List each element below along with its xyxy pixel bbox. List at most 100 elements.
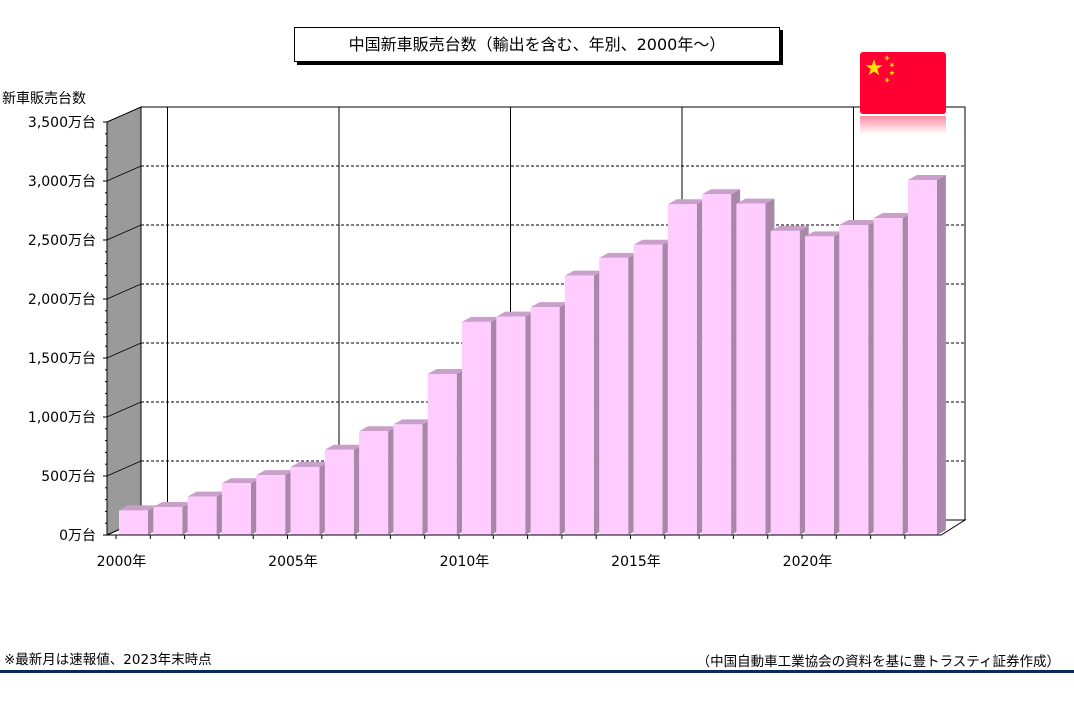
bar bbox=[221, 478, 260, 535]
side-gridline bbox=[106, 283, 142, 300]
side-gridline bbox=[106, 224, 142, 241]
bar bbox=[633, 239, 672, 535]
bar-front bbox=[359, 431, 389, 535]
y-tick-label: 500万台 bbox=[41, 469, 96, 485]
x-tick-label: 2015年 bbox=[611, 554, 661, 570]
bar-top bbox=[119, 505, 157, 511]
bar bbox=[907, 174, 946, 536]
bar-top bbox=[496, 311, 535, 317]
bar bbox=[153, 502, 192, 535]
bar-top bbox=[324, 444, 363, 450]
x-tick-label: 2010年 bbox=[440, 554, 490, 570]
bar-front bbox=[667, 204, 697, 535]
bar bbox=[736, 198, 775, 535]
flag-star bbox=[884, 55, 890, 61]
bar-top bbox=[359, 426, 398, 432]
bars bbox=[119, 174, 946, 536]
bar-top bbox=[256, 470, 295, 476]
bar bbox=[359, 426, 398, 535]
bar-front bbox=[907, 179, 937, 536]
flag-star bbox=[889, 62, 895, 68]
y-tick-label: 3,500万台 bbox=[28, 115, 96, 131]
bar-front bbox=[873, 218, 903, 535]
bar bbox=[530, 302, 569, 535]
y-tick-label: 3,000万台 bbox=[28, 174, 96, 190]
bar-chart: 0万台 500万台 1,000万台 1,500万台 2,000万台 2,500万台 3,00… bbox=[28, 52, 967, 570]
bar-front bbox=[530, 307, 560, 535]
y-tick-label: 1,500万台 bbox=[28, 351, 96, 367]
bar-top bbox=[290, 462, 329, 468]
bar bbox=[805, 231, 843, 536]
bar-front bbox=[599, 257, 629, 535]
bar bbox=[462, 316, 500, 535]
bar bbox=[256, 470, 295, 535]
side-gridline bbox=[106, 165, 142, 182]
bar bbox=[187, 491, 226, 535]
bar-front bbox=[702, 194, 732, 535]
bar-top bbox=[667, 199, 706, 205]
x-tick-label: 2020年 bbox=[783, 554, 833, 570]
china-flag-icon bbox=[860, 52, 946, 134]
bar-front bbox=[153, 507, 183, 535]
bar-front bbox=[770, 230, 800, 535]
side-gridline bbox=[106, 460, 142, 477]
y-tick-label: 2,000万台 bbox=[28, 292, 96, 308]
source-note: （中国自動車工業協会の資料を基に豊トラスティ証券作成） bbox=[696, 654, 1060, 670]
axes: 0万台 500万台 1,000万台 1,500万台 2,000万台 2,500万台 3,00… bbox=[28, 115, 942, 570]
bar-top bbox=[427, 369, 466, 375]
bar-front bbox=[805, 236, 834, 536]
bar-front bbox=[633, 244, 663, 535]
flag-reflection bbox=[860, 116, 946, 134]
side-gridline bbox=[106, 342, 142, 359]
bottom-divider bbox=[0, 670, 1074, 673]
bar bbox=[839, 220, 878, 535]
bar-top bbox=[599, 252, 638, 258]
bar-top bbox=[187, 491, 226, 497]
bar-top bbox=[736, 198, 775, 204]
bar bbox=[702, 189, 741, 535]
bar-top bbox=[702, 189, 741, 195]
chart-title: 中国新車販売台数（輸出を含む、年別、2000年～） bbox=[294, 27, 780, 62]
bar-top bbox=[907, 174, 946, 180]
bar-top bbox=[839, 220, 878, 226]
bar-top bbox=[221, 478, 260, 484]
bar-front bbox=[839, 225, 869, 535]
bar-top bbox=[393, 419, 432, 425]
bar bbox=[496, 311, 535, 535]
bar bbox=[119, 505, 157, 535]
flag-star bbox=[884, 77, 890, 83]
bar-top bbox=[564, 270, 603, 276]
bar-front bbox=[427, 374, 457, 535]
bar bbox=[427, 369, 466, 535]
bar-front bbox=[221, 483, 251, 535]
bar-front bbox=[496, 316, 526, 535]
footnote: ※最新月は速報値、2023年末時点 bbox=[4, 652, 212, 668]
bar bbox=[873, 213, 912, 535]
y-axis-label: 新車販売台数 bbox=[2, 91, 86, 107]
bar-front bbox=[736, 203, 766, 535]
bar bbox=[599, 252, 638, 535]
bar bbox=[564, 270, 603, 535]
bar-front bbox=[119, 510, 148, 535]
bar-top bbox=[462, 316, 500, 322]
bar-front bbox=[462, 321, 491, 535]
bar bbox=[667, 199, 706, 535]
bar bbox=[290, 462, 329, 535]
bar-front bbox=[393, 424, 423, 535]
bar-front bbox=[564, 275, 594, 535]
bar-front bbox=[256, 475, 286, 535]
x-tick-label: 2005年 bbox=[268, 554, 318, 570]
y-tick-label: 2,500万台 bbox=[28, 233, 96, 249]
bar-top bbox=[633, 239, 672, 245]
bar bbox=[324, 444, 363, 535]
side-gridline bbox=[106, 401, 142, 418]
bar-front bbox=[324, 449, 354, 535]
flag-field bbox=[860, 52, 946, 114]
bar-top bbox=[873, 213, 912, 219]
flag-star bbox=[865, 59, 883, 76]
bar-top bbox=[530, 302, 569, 308]
y-tick-label: 0万台 bbox=[59, 528, 96, 544]
bar-side bbox=[936, 174, 946, 536]
bar-top bbox=[153, 502, 192, 508]
y-tick-label: 1,000万台 bbox=[28, 410, 96, 426]
